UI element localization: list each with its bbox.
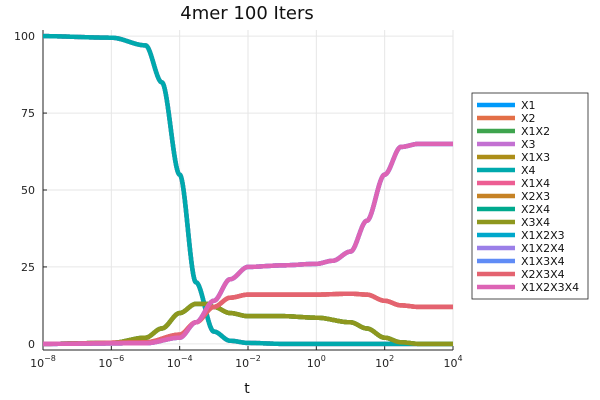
legend-label-x1x2x4: X1X2X4 xyxy=(521,242,565,255)
x-tick-label: 10−4 xyxy=(167,354,193,370)
legend-label-x2x3: X2X3 xyxy=(521,190,550,203)
legend-label-x3x4: X3X4 xyxy=(521,216,550,229)
legend-label-x1x3: X1X3 xyxy=(521,151,550,164)
legend-label-x2x4: X2X4 xyxy=(521,203,550,216)
series-group xyxy=(43,33,453,347)
x-axis-label: t xyxy=(244,381,250,397)
y-tick-label: 50 xyxy=(21,184,35,197)
legend-label-x1x2x3x4: X1X2X3X4 xyxy=(521,281,579,294)
legend-label-x2: X2 xyxy=(521,112,536,125)
legend-box xyxy=(471,92,589,300)
x-tick-label: 10−6 xyxy=(98,354,124,370)
y-tick-label: 0 xyxy=(28,338,35,351)
legend-label-x3: X3 xyxy=(521,138,536,151)
legend-label-x1x2x3: X1X2X3 xyxy=(521,229,565,242)
legend-label-x2x3x4: X2X3X4 xyxy=(521,268,565,281)
y-tick-label: 25 xyxy=(21,261,35,274)
x-tick-label: 102 xyxy=(375,354,394,370)
series-line-x3x4 xyxy=(43,301,453,347)
chart-title: 4mer 100 Iters xyxy=(180,3,313,24)
x-tick-label: 100 xyxy=(307,354,326,370)
axes xyxy=(42,30,454,351)
legend-label-x1x2: X1X2 xyxy=(521,125,550,138)
x-tick-label: 104 xyxy=(443,354,462,370)
series-line-x1x2x3x4 xyxy=(43,141,453,347)
x-tick-label: 10−8 xyxy=(30,354,56,370)
legend-label-x1x4: X1X4 xyxy=(521,177,550,190)
y-tick-label: 75 xyxy=(21,107,35,120)
x-tick-label: 10−2 xyxy=(235,354,261,370)
series-line-x4 xyxy=(43,33,453,347)
legend-label-x1x3x4: X1X3X4 xyxy=(521,255,565,268)
legend: X1X2X1X2X3X1X3X4X1X4X2X3X2X4X3X4X1X2X3X1… xyxy=(471,92,589,300)
y-tick-label: 100 xyxy=(14,30,35,43)
tick-labels: 10−8 10−6 10−4 10−2 100 102 104 0 25 50 75 100 xyxy=(14,30,463,370)
legend-label-x4: X4 xyxy=(521,164,536,177)
legend-label-x1: X1 xyxy=(521,99,536,112)
